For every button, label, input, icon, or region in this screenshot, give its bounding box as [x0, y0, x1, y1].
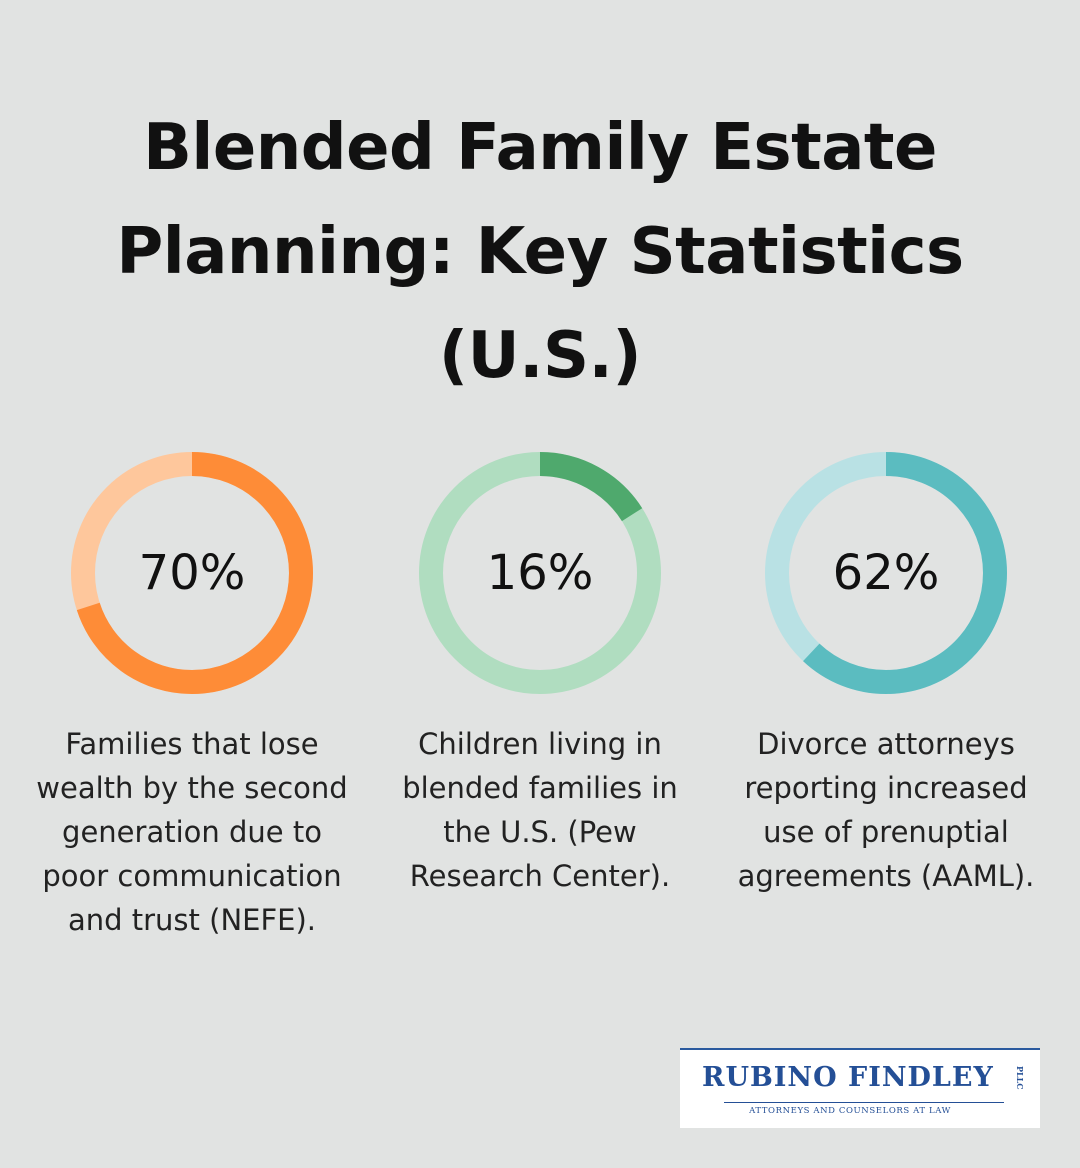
- logo-tagline: ATTORNEYS AND COUNSELORS AT LAW: [749, 1106, 951, 1116]
- stat-percentage: 70%: [138, 545, 246, 601]
- stat-percentage: 62%: [832, 545, 940, 601]
- donut-value-arc: [765, 452, 1007, 694]
- stat-percentage: 16%: [486, 545, 594, 601]
- stat-card-2: 16% Children living in blended families …: [370, 452, 710, 898]
- stat-card-3: 62% Divorce attorneys reporting increase…: [716, 452, 1056, 898]
- page-title: Blended Family Estate Planning: Key Stat…: [116, 111, 964, 393]
- stat-description: Families that lose wealth by the second …: [36, 727, 348, 937]
- firm-logo: RUBINO FINDLEY PLLC ATTORNEYS AND COUNSE…: [680, 1048, 1040, 1128]
- donut-value-arc: [71, 452, 313, 694]
- logo-pllc: PLLC: [1015, 1066, 1025, 1090]
- logo-top-rule: [680, 1048, 1040, 1050]
- stat-description: Children living in blended families in t…: [402, 727, 678, 893]
- donut-chart: [71, 452, 313, 694]
- stat-card-1: 70% Families that lose wealth by the sec…: [22, 452, 362, 942]
- stat-description: Divorce attorneys reporting increased us…: [737, 727, 1035, 893]
- donut-chart: [419, 452, 661, 694]
- donut-chart: [765, 452, 1007, 694]
- logo-firm-name: RUBINO FINDLEY: [702, 1062, 994, 1093]
- logo-divider: [724, 1102, 1004, 1103]
- donut-value-arc: [419, 452, 661, 694]
